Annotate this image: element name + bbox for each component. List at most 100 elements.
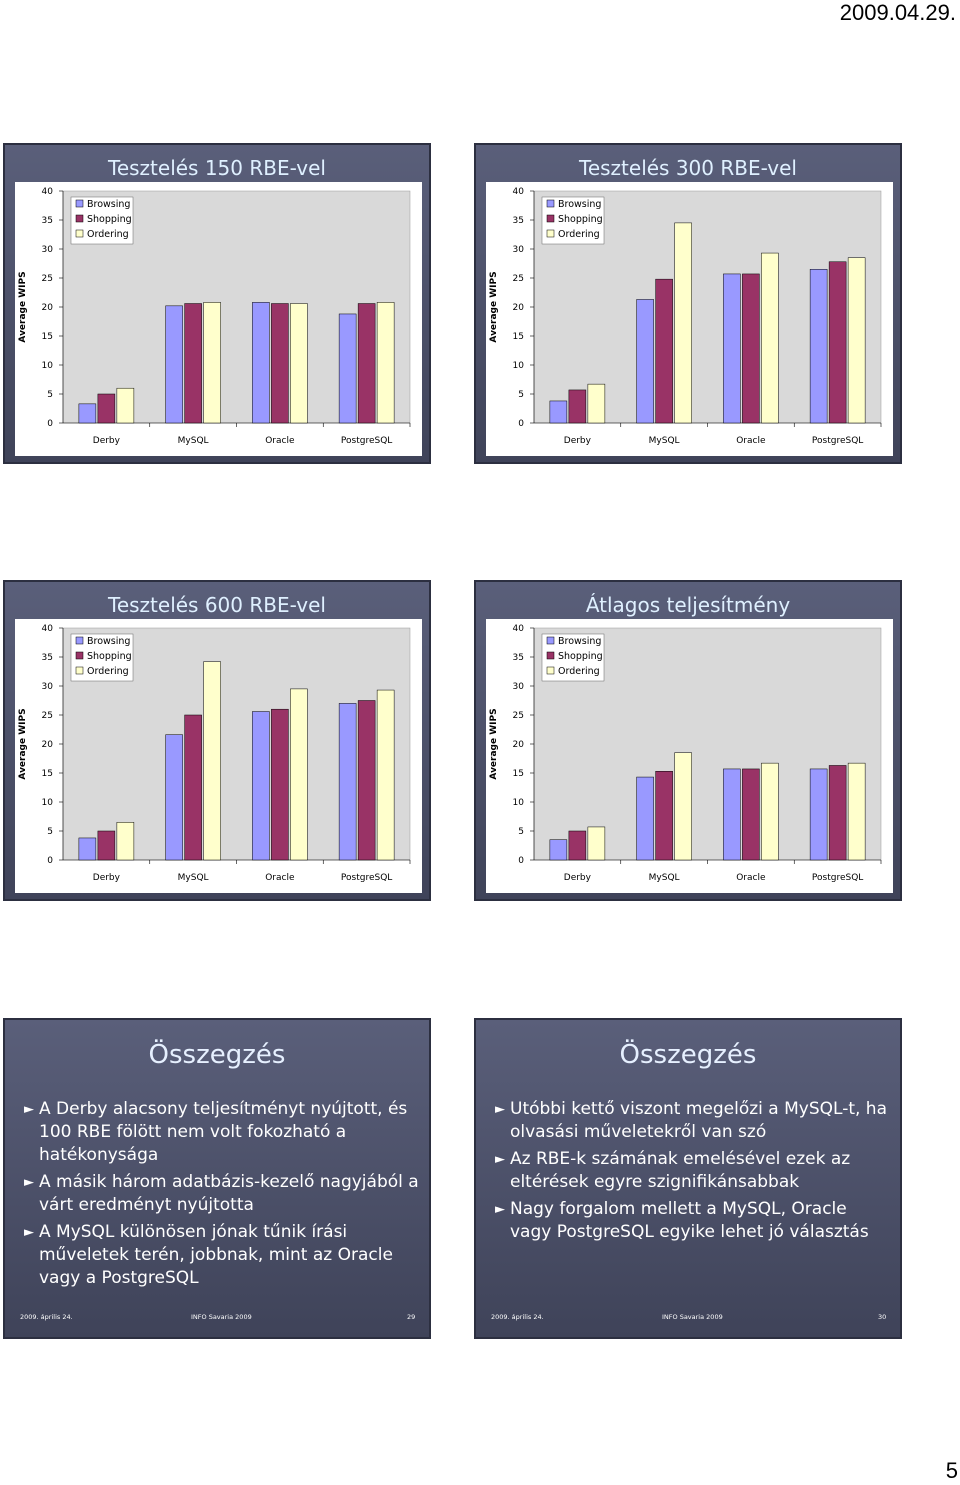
bar (376, 302, 395, 424)
bar (847, 762, 866, 861)
bar (116, 822, 135, 861)
y-tick-label: 10 (42, 361, 54, 371)
bar (252, 711, 270, 861)
bar (761, 762, 779, 861)
bullet-list: Utóbbi kettő viszont megelőzi a MySQL-t,… (495, 1098, 891, 1248)
bar (184, 714, 202, 861)
y-tick-label: 0 (47, 856, 53, 866)
bar (165, 734, 183, 861)
y-tick-label: 5 (47, 827, 53, 837)
y-tick-label: 0 (518, 856, 524, 866)
y-tick-label: 25 (42, 274, 53, 284)
legend-swatch (546, 651, 555, 660)
y-tick-label: 5 (518, 390, 524, 400)
y-tick-label: 15 (42, 769, 53, 779)
x-tick-label: PostgreSQL (341, 873, 392, 883)
bar (252, 302, 270, 424)
bar (184, 303, 202, 424)
y-tick-label: 30 (513, 682, 525, 692)
bar (338, 313, 357, 424)
y-tick-label: 40 (42, 187, 54, 197)
y-tick-label: 20 (42, 740, 54, 750)
slide-title: Összegzés (148, 1040, 286, 1070)
bullet: Utóbbi kettő viszont megelőzi a MySQL-t,… (495, 1098, 891, 1144)
legend-swatch (546, 229, 555, 238)
bar (357, 700, 376, 861)
x-tick-label: Oracle (736, 436, 766, 446)
chart: Átlagos teljesítmény Average WIPS 0 5 10 15 20… (486, 593, 893, 893)
bar (723, 768, 741, 861)
legend: Browsing Shopping Ordering (70, 633, 134, 682)
bar (165, 305, 183, 424)
bar (203, 302, 221, 424)
chart-title: Tesztelés 150 RBE-vel (107, 156, 326, 180)
legend-swatch (75, 651, 84, 660)
bar (636, 299, 654, 424)
y-tick-label: 40 (42, 624, 54, 634)
bar (655, 278, 673, 424)
legend-label: Ordering (87, 666, 129, 677)
chart-slide: Átlagos teljesítmény Average WIPS 0 5 10 15 20… (474, 580, 902, 901)
bar (549, 400, 568, 424)
bar (723, 273, 741, 424)
y-tick-label: 10 (513, 361, 525, 371)
bullet: Az RBE-k számának emelésével ezek az elt… (495, 1148, 891, 1194)
legend-label: Browsing (558, 636, 601, 647)
chart-slide: Tesztelés 600 RBE-vel Average WIPS 0 5 10 15 2… (3, 580, 431, 901)
bullet: A MySQL különösen jónak tűnik írási műve… (24, 1221, 420, 1290)
bar (828, 261, 847, 424)
y-tick-label: 5 (47, 390, 53, 400)
bar (338, 703, 357, 861)
bar (828, 765, 847, 861)
bar (97, 830, 116, 861)
y-tick-label: 10 (42, 798, 54, 808)
x-tick-label: PostgreSQL (812, 436, 863, 446)
bar (376, 689, 395, 861)
x-tick-label: PostgreSQL (812, 873, 863, 883)
y-tick-label: 35 (513, 653, 524, 663)
y-tick-label: 0 (47, 419, 53, 429)
legend-swatch (546, 666, 555, 675)
x-tick-label: Derby (564, 873, 592, 883)
legend-label: Ordering (558, 229, 600, 240)
x-tick-label: Derby (93, 436, 121, 446)
x-tick-label: Derby (564, 436, 592, 446)
y-tick-label: 20 (513, 740, 525, 750)
y-axis-label: Average WIPS (18, 708, 28, 779)
y-tick-label: 35 (42, 653, 53, 663)
y-tick-label: 25 (42, 711, 53, 721)
bar (357, 303, 376, 424)
header-date: 2009.04.29. (839, 0, 956, 25)
bullet: A Derby alacsony teljesítményt nyújtott,… (24, 1098, 420, 1167)
bullet-list: A Derby alacsony teljesítményt nyújtott,… (24, 1098, 420, 1294)
text-slide: Összegzés Utóbbi kettő viszont megelőzi a… (474, 1018, 902, 1339)
chart-title: Tesztelés 600 RBE-vel (107, 593, 326, 617)
y-tick-label: 15 (42, 332, 53, 342)
y-tick-label: 5 (518, 827, 524, 837)
legend: Browsing Shopping Ordering (541, 633, 605, 682)
slide-title: Összegzés (619, 1040, 757, 1070)
y-tick-label: 25 (513, 274, 524, 284)
bar (587, 826, 606, 861)
x-tick-label: PostgreSQL (341, 436, 392, 446)
bar (78, 403, 97, 424)
legend-swatch (75, 199, 84, 208)
bar (78, 837, 97, 861)
legend-swatch (75, 214, 84, 223)
legend-label: Shopping (87, 214, 132, 225)
x-tick-label: MySQL (178, 436, 209, 446)
legend-swatch (546, 199, 555, 208)
bar (655, 771, 673, 861)
footer-event: INFO Savaria 2009 (662, 1313, 723, 1321)
text-slide: Összegzés A Derby alacsony teljesítményt … (3, 1018, 431, 1339)
legend-swatch (75, 229, 84, 238)
bar (568, 389, 587, 424)
legend-label: Shopping (558, 214, 603, 225)
y-tick-label: 40 (513, 624, 525, 634)
legend-swatch (75, 666, 84, 675)
chart-slide: Tesztelés 150 RBE-vel Average WIPS 0 5 10 15 2… (3, 143, 431, 464)
bar (271, 708, 289, 861)
footer-page: 30 (878, 1313, 887, 1321)
y-axis-label: Average WIPS (18, 271, 28, 342)
